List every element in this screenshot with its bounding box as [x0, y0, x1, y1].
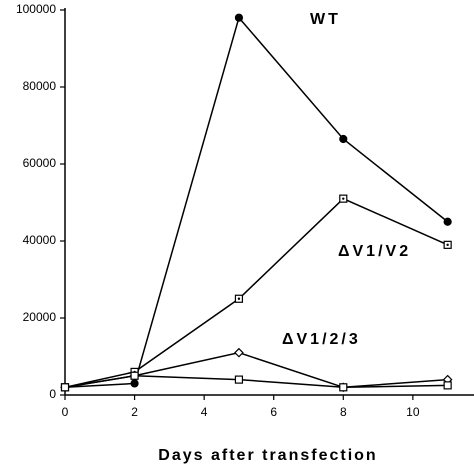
series-label: ΔV1/2/3	[282, 331, 361, 348]
marker	[443, 217, 452, 226]
x-tick-label: 4	[201, 405, 208, 419]
marker	[130, 371, 139, 380]
marker	[339, 134, 348, 144]
x-tick-label: 6	[270, 405, 277, 419]
series-line	[64, 16, 449, 389]
y-tick-label: 40000	[23, 233, 57, 247]
marker	[339, 383, 348, 392]
x-tick-label: 10	[406, 405, 420, 419]
marker	[130, 379, 139, 388]
series-label: WT	[310, 11, 341, 28]
series-line	[64, 351, 448, 389]
x-tick-label: 0	[62, 405, 69, 419]
series-label: ΔV1/V2	[338, 243, 411, 260]
marker	[443, 381, 452, 390]
y-tick-label: 100000	[16, 2, 56, 16]
marker	[234, 13, 244, 22]
x-tick-label: 2	[131, 405, 138, 419]
marker-dot	[342, 197, 345, 200]
y-tick-label: 80000	[23, 79, 57, 93]
series-line	[64, 374, 448, 389]
marker	[60, 383, 70, 392]
marker	[234, 347, 244, 358]
y-tick-label: 20000	[23, 310, 57, 324]
y-tick-label: 0	[49, 387, 56, 401]
x-tick-label: 8	[340, 405, 347, 419]
x-axis-title: Days after transfection	[158, 447, 377, 464]
y-tick-label: 60000	[23, 156, 57, 170]
marker-dot	[446, 243, 449, 247]
marker	[234, 375, 244, 384]
marker-dot	[237, 297, 241, 300]
